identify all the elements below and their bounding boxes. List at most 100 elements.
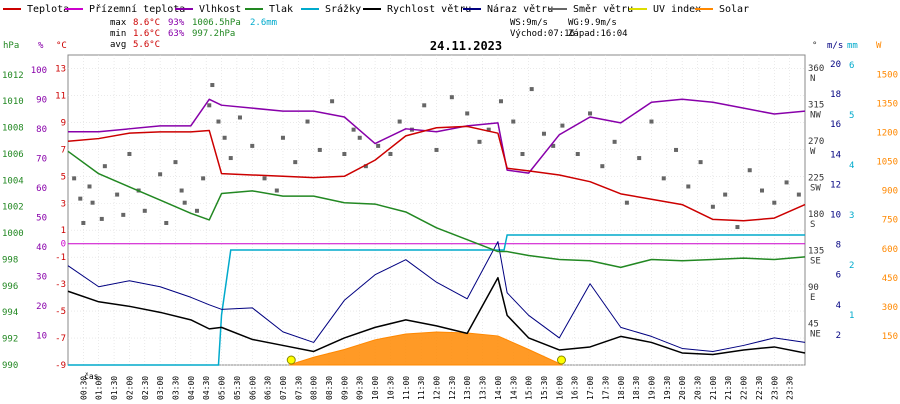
wind-dir-point-39 [397,119,402,124]
wind-dir-point-27 [274,188,279,193]
dir-compass-2: SE [810,256,821,266]
sunrise-marker [286,355,296,365]
wind-tick-2: 6 [836,271,841,281]
x-tick-label-35: 18:00 [617,376,626,400]
wind-dir-point-68 [747,168,752,173]
x-tick-label-42: 21:30 [724,376,733,400]
wind-dir-point-63 [686,184,691,189]
wind-dir-point-2 [81,220,86,225]
hum-tick-3: 40 [36,243,47,253]
dir-compass-0: NE [810,329,821,339]
wind-tick-5: 12 [830,180,841,190]
x-tick-label-17: 09:00 [340,376,349,400]
wind-dir-point-42 [434,147,439,152]
x-tick-label-11: 06:00 [248,376,257,400]
wind-dir-point-12 [158,172,163,177]
hum-tick-8: 90 [36,95,47,105]
press-tick-7: 1004 [2,176,24,186]
solar-tick-9: 1500 [876,70,898,80]
axes: 00:30 01:00 01:30 02:00 02:30 03:00 03:30 04:00… [2,41,898,400]
dir-tick-2: 135 [808,246,824,256]
x-tick-label-44: 22:30 [755,376,764,400]
temp-tick-7: 5 [61,172,66,182]
wind-dir-point-3 [87,184,92,189]
rain-unit: mm [847,41,858,51]
wind-dir-point-61 [661,176,666,181]
wind-dir-point-67 [735,225,740,230]
wind-tick-0: 2 [836,331,841,341]
x-tick-label-21: 11:00 [402,376,411,400]
x-tick-label-30: 15:30 [540,376,549,400]
wind-dir-point-56 [600,164,605,169]
x-tick-label-12: 06:30 [264,376,273,400]
rain-tick-4: 5 [849,111,854,121]
press-tick-9: 1008 [2,124,24,134]
wind-dir-point-6 [102,164,107,169]
wind-dir-point-60 [649,119,654,124]
dir-tick-7: 360 [808,64,824,74]
x-tick-label-2: 01:30 [110,376,119,400]
hum-tick-7: 80 [36,125,47,135]
wind-dir-point-71 [784,180,789,185]
wind-dir-point-43 [449,95,454,100]
x-tick-label-8: 04:30 [202,376,211,400]
hum-tick-6: 70 [36,154,47,164]
press-tick-2: 994 [2,308,18,318]
legend-label-1: Přízemní teplota [89,3,185,15]
wind-tick-9: 20 [830,60,841,70]
x-tick-label-40: 20:30 [694,376,703,400]
stat-press-min: 997.2hPa [192,29,235,39]
wind-dir-point-51 [541,131,546,136]
dir-compass-3: S [810,220,815,230]
press-tick-6: 1002 [2,203,24,213]
wind-tick-7: 16 [830,120,841,130]
temp-tick-8: 7 [61,145,66,155]
x-tick-label-43: 22:00 [740,376,749,400]
temp-tick-3: -3 [55,280,66,290]
pressure-line [67,150,806,269]
x-tick-label-29: 15:00 [525,376,534,400]
wind-tick-3: 8 [836,241,841,251]
temp-tick-10: 11 [55,91,66,101]
stat-label-avg: avg [110,40,126,50]
wind-dir-point-7 [115,192,120,197]
wind-dir-point-21 [216,119,221,124]
dir-tick-0: 45 [808,319,819,329]
wind-dir-point-37 [376,143,381,148]
legend-label-2: Vlhkost [199,4,241,15]
dir-tick-4: 225 [808,173,824,183]
wind-dir-point-64 [698,160,703,165]
press-tick-5: 1000 [2,229,24,239]
wind-dir-point-1 [78,196,83,201]
x-tick-label-1: 01:00 [95,376,104,400]
legend-label-6: Náraz větru [487,3,553,15]
temp-zero-tick: 0 [61,240,66,250]
wind-dir-point-32 [330,99,335,104]
wind-dir-point-24 [237,115,242,120]
x-tick-label-4: 02:30 [141,376,150,400]
wind-dir-point-35 [357,135,362,140]
wind-dir-point-49 [520,152,525,157]
temp-tick-6: 3 [61,199,66,209]
wind-dir-point-57 [612,139,617,144]
x-tick-label-31: 16:00 [555,376,564,400]
x-tick-label-18: 09:30 [356,376,365,400]
dir-tick-3: 180 [808,210,824,220]
temp-tick-4: -1 [55,253,66,263]
wind-dir-point-47 [498,99,503,104]
x-tick-label-23: 12:00 [433,376,442,400]
dir-tick-6: 315 [808,100,824,110]
plot-area [67,83,806,366]
stat-temp-avg: 5.6°C [133,40,160,50]
solar-unit: W [876,41,882,51]
wind-dir-point-48 [511,119,516,124]
solar-tick-6: 1050 [876,158,898,168]
wind-dir-point-55 [588,111,593,116]
solar-tick-4: 750 [882,216,898,226]
press-tick-11: 1012 [2,71,24,81]
wind-tick-1: 4 [836,301,841,311]
legend-label-0: Teplota [27,4,69,15]
x-tick-label-20: 10:30 [386,376,395,400]
solar-tick-2: 450 [882,274,898,284]
sunset-marker [556,355,566,365]
